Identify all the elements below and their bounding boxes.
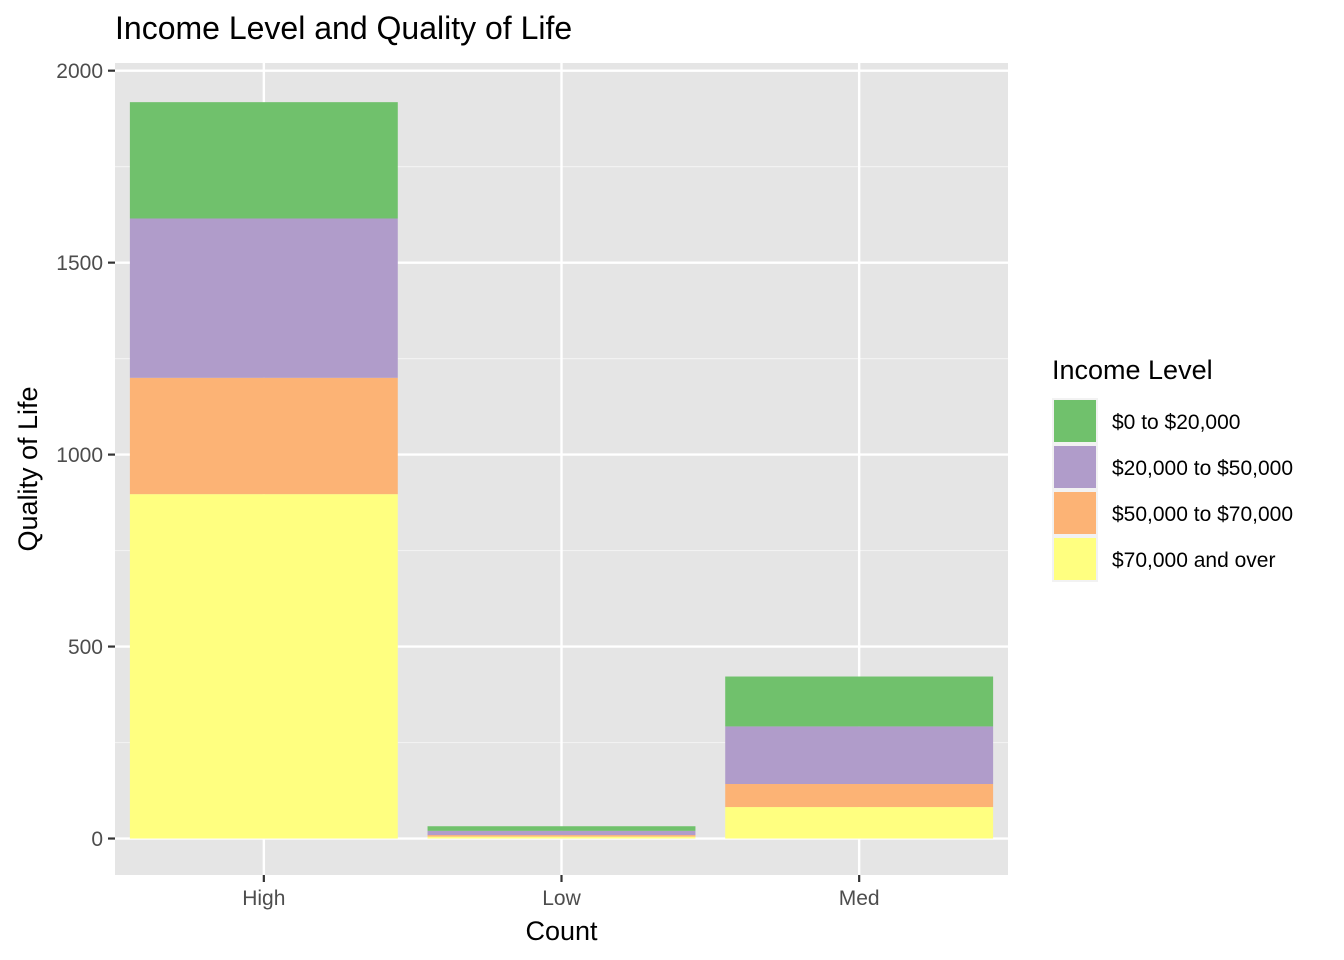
- y-tick-label: 1500: [56, 252, 103, 275]
- x-tick-label: High: [242, 887, 285, 910]
- y-tick-label: 0: [91, 828, 103, 851]
- bar-segment-low: [427, 826, 696, 831]
- legend-label: $20,000 to $50,000: [1112, 457, 1293, 480]
- bar-segment-low: [427, 836, 696, 839]
- legend-swatch: [1054, 446, 1096, 488]
- bar-segment-med: [725, 726, 994, 785]
- y-tick-label: 2000: [56, 60, 103, 83]
- legend: Income Level $0 to $20,000 $20,000 to $50…: [1052, 355, 1293, 582]
- legend-swatch: [1054, 400, 1096, 442]
- axes: 0 500 1000 1500 2000 High Low Med: [56, 60, 879, 910]
- y-tick-label: 500: [68, 636, 103, 659]
- y-axis-title: Quality of Life: [13, 386, 43, 551]
- chart-title: Income Level and Quality of Life: [115, 10, 572, 46]
- bar-segment-high: [129, 218, 398, 378]
- x-tick-label: Low: [542, 887, 581, 910]
- bar-segment-med: [725, 676, 994, 727]
- legend-swatch: [1054, 538, 1096, 580]
- legend-title: Income Level: [1052, 355, 1213, 385]
- x-tick-label: Med: [839, 887, 880, 910]
- bar-segment-med: [725, 784, 994, 808]
- legend-swatch: [1054, 492, 1096, 534]
- y-tick-label: 1000: [56, 444, 103, 467]
- bars: [129, 102, 994, 839]
- bar-segment-high: [129, 494, 398, 839]
- legend-label: $0 to $20,000: [1112, 411, 1240, 434]
- bar-segment-low: [427, 830, 696, 836]
- bar-segment-high: [129, 102, 398, 219]
- bar-segment-high: [129, 377, 398, 495]
- bar-segment-low: [427, 835, 696, 837]
- bar-segment-med: [725, 807, 994, 839]
- x-axis-title: Count: [525, 916, 598, 946]
- legend-label: $50,000 to $70,000: [1112, 503, 1293, 526]
- legend-label: $70,000 and over: [1112, 549, 1275, 572]
